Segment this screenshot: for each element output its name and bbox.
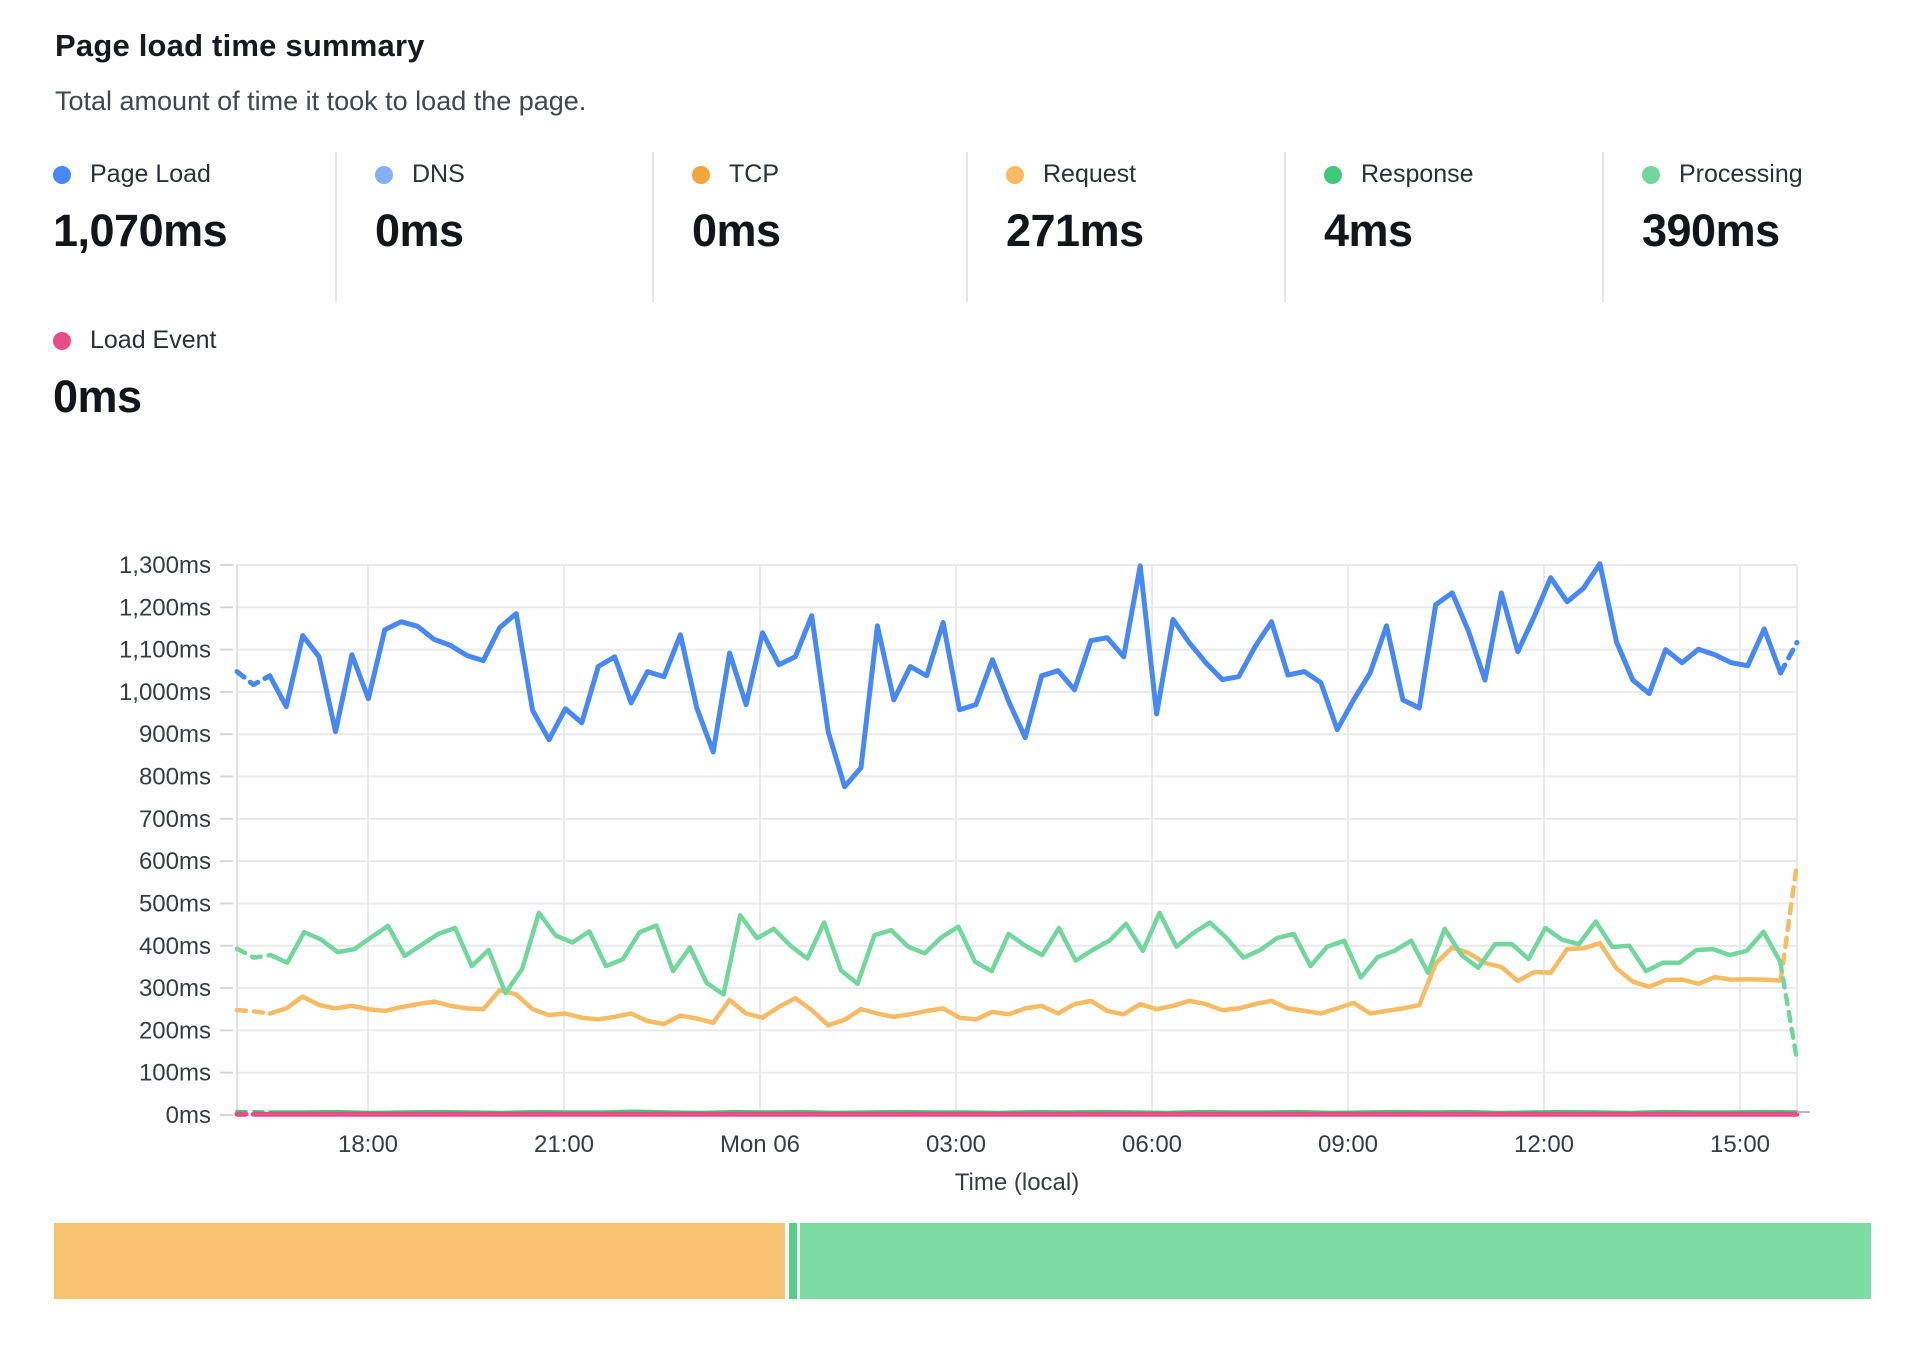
metric-summary-row: Page Load 1,070ms DNS 0ms TCP 0ms Reques… [53, 152, 1910, 302]
stat-label: Page Load [90, 160, 211, 188]
y-axis-label: 1,100ms [119, 637, 211, 664]
response-legend-dot-icon [1324, 165, 1342, 184]
x-axis-label: Mon 06 [720, 1131, 800, 1158]
x-axis-label: 21:00 [534, 1131, 594, 1158]
stat-value: 4ms [1324, 205, 1413, 256]
stat-load-event[interactable]: Load Event 0ms [53, 326, 217, 423]
dns-legend-dot-icon [375, 165, 393, 184]
y-axis-label: 100ms [139, 1060, 211, 1087]
y-axis-label: 300ms [139, 975, 211, 1002]
load-event-legend-dot-icon [53, 331, 71, 350]
stat-request[interactable]: Request 271ms [966, 152, 1284, 302]
x-axis-label: 03:00 [926, 1131, 986, 1158]
stat-tcp[interactable]: TCP 0ms [652, 152, 966, 302]
bar-segment-processing-share[interactable] [800, 1223, 1871, 1299]
y-axis-label: 1,200ms [119, 594, 211, 621]
stat-label: Response [1361, 160, 1474, 188]
y-grid: 0ms 100ms 200ms 300ms 400ms 500ms 600ms 700ms 80… [119, 552, 1797, 1129]
page-title: Page load time summary [55, 28, 425, 63]
y-axis-label: 500ms [139, 890, 211, 917]
y-axis-label: 800ms [139, 764, 211, 791]
y-axis-label: 1,000ms [119, 679, 211, 706]
stat-label: TCP [729, 160, 779, 188]
tcp-legend-dot-icon [692, 165, 710, 184]
x-grid: 18:00 21:00 Mon 06 03:00 06:00 09:00 12:00 15:0… [236, 565, 1798, 1196]
page-load-legend-dot-icon [53, 165, 71, 184]
stat-label: Processing [1679, 160, 1803, 188]
series-processing [234, 910, 1800, 1063]
stat-value: 0ms [375, 205, 464, 256]
stat-label: Load Event [90, 326, 217, 354]
stat-value: 390ms [1642, 205, 1780, 256]
stat-value: 0ms [53, 371, 142, 422]
stat-processing[interactable]: Processing 390ms [1602, 152, 1910, 302]
bar-segment-divider-share[interactable] [789, 1223, 797, 1299]
stat-value: 1,070ms [53, 205, 228, 256]
y-axis-label: 0ms [166, 1102, 211, 1129]
timeline-segment-bar[interactable] [54, 1223, 1871, 1299]
stat-label: DNS [412, 160, 465, 188]
x-axis-label: 12:00 [1514, 1131, 1574, 1158]
stat-label: Request [1043, 160, 1137, 188]
page-subtitle: Total amount of time it took to load the… [55, 86, 587, 116]
x-axis-label: 15:00 [1710, 1131, 1770, 1158]
y-axis-label: 1,300ms [119, 552, 211, 579]
y-axis-label: 200ms [139, 1017, 211, 1044]
series-request [234, 861, 1800, 1028]
bar-segment-request-share[interactable] [54, 1223, 785, 1299]
processing-legend-dot-icon [1642, 165, 1660, 184]
stat-value: 271ms [1006, 205, 1144, 256]
stat-value: 0ms [692, 205, 781, 256]
y-axis-label: 600ms [139, 848, 211, 875]
x-axis-label: 09:00 [1318, 1131, 1378, 1158]
request-legend-dot-icon [1006, 165, 1024, 184]
y-axis-label: 400ms [139, 933, 211, 960]
stat-response[interactable]: Response 4ms [1284, 152, 1602, 302]
x-axis-title: Time (local) [955, 1169, 1079, 1196]
y-axis-label: 700ms [139, 806, 211, 833]
x-axis-label: 06:00 [1122, 1131, 1182, 1158]
x-axis-label: 18:00 [338, 1131, 398, 1158]
stat-page-load[interactable]: Page Load 1,070ms [53, 152, 335, 302]
y-axis-label: 900ms [139, 721, 211, 748]
stat-dns[interactable]: DNS 0ms [335, 152, 652, 302]
series-page-load [234, 561, 1800, 790]
